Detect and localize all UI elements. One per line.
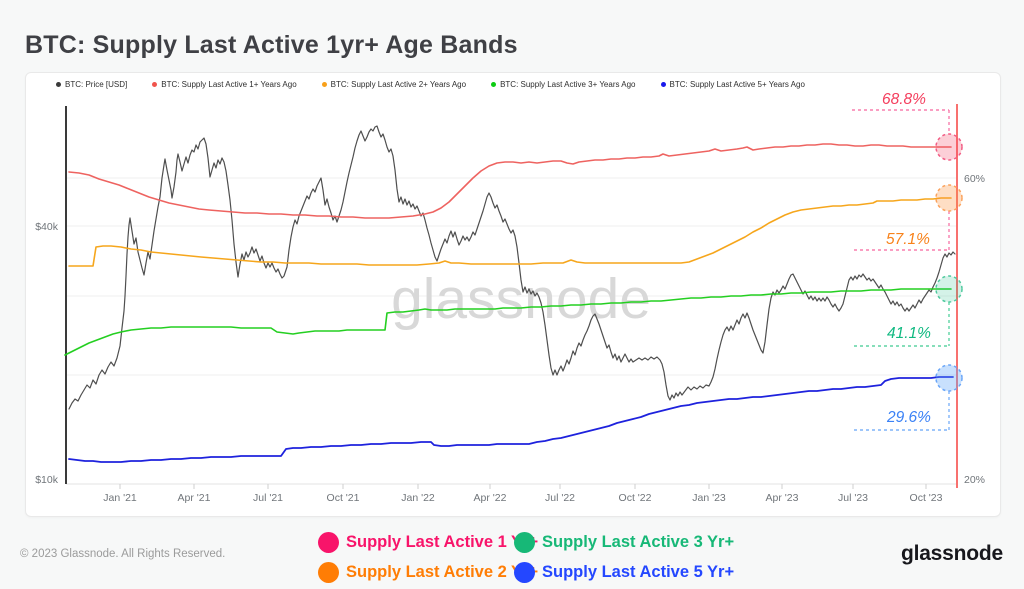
- x-tick-label: Oct '22: [619, 492, 652, 504]
- top-legend-item-3[interactable]: BTC: Supply Last Active 3+ Years Ago: [491, 80, 636, 89]
- x-tick-label: Apr '22: [474, 492, 507, 504]
- x-tick-label: Jul '22: [545, 492, 575, 504]
- x-tick-label: Jan '22: [401, 492, 435, 504]
- annotation-label-3: 29.6%: [886, 409, 931, 426]
- bottom-legend-item-0: Supply Last Active 1 Yr+: [318, 531, 538, 553]
- x-tick-label: Jul '21: [253, 492, 283, 504]
- legend-dot-icon: [152, 82, 158, 87]
- y-axis-label-left: $10k: [35, 474, 59, 486]
- glassnode-logo: glassnode: [900, 542, 1003, 565]
- legend-dot-icon: [491, 82, 497, 87]
- x-tick-label: Oct '23: [910, 492, 943, 504]
- legend-dot-icon: [56, 82, 61, 87]
- series-line-supply-2yr: [68, 197, 952, 267]
- page-title: BTC: Supply Last Active 1yr+ Age Bands: [25, 30, 518, 59]
- legend-label: Supply Last Active 3 Yr+: [542, 532, 735, 551]
- legend-label: Supply Last Active 2 Yr+: [346, 562, 539, 581]
- legend-label: BTC: Supply Last Active 2+ Years Ago: [330, 80, 467, 89]
- annotation-label-1: 57.1%: [886, 231, 930, 248]
- end-value-marker-0: [935, 133, 963, 161]
- legend-dot-icon: [318, 561, 339, 583]
- x-tick-label: Oct '21: [327, 492, 360, 504]
- legend-label: BTC: Price [USD]: [65, 80, 128, 89]
- x-tick-label: Apr '23: [766, 492, 799, 504]
- legend-dot-icon: [660, 82, 666, 87]
- legend-label: BTC: Supply Last Active 1+ Years Ago: [161, 80, 297, 89]
- bottom-legend: Supply Last Active 1 Yr+ Supply Last Acti…: [318, 527, 734, 587]
- annotation-label-2: 41.1%: [887, 325, 931, 342]
- legend-dot-icon: [321, 82, 327, 87]
- end-value-marker-1: [935, 184, 963, 212]
- series-line-supply-3yr: [64, 288, 952, 356]
- bottom-legend-item-2: Supply Last Active 2 Yr+: [318, 561, 538, 583]
- y-axis-label-right: 60%: [964, 173, 985, 185]
- legend-dot-icon: [318, 531, 339, 553]
- legend-dot-icon: [514, 531, 535, 553]
- bottom-legend-item-1: Supply Last Active 3 Yr+: [514, 531, 735, 553]
- legend-label: Supply Last Active 1 Yr+: [346, 532, 539, 551]
- annotation-label-0: 68.8%: [882, 91, 926, 108]
- legend-label: Supply Last Active 5 Yr+: [542, 562, 735, 581]
- y-axis-label-right: 20%: [964, 474, 985, 486]
- x-tick-label: Apr '21: [178, 492, 211, 504]
- x-tick-label: Jan '23: [692, 492, 726, 504]
- x-tick-label: Jul '23: [838, 492, 868, 504]
- top-legend-item-4[interactable]: BTC: Supply Last Active 5+ Years Ago: [660, 80, 805, 89]
- top-legend-item-1[interactable]: BTC: Supply Last Active 1+ Years Ago: [152, 80, 297, 89]
- legend-label: BTC: Supply Last Active 3+ Years Ago: [500, 80, 636, 89]
- bottom-legend-item-3: Supply Last Active 5 Yr+: [514, 561, 735, 583]
- top-legend-item-0[interactable]: BTC: Price [USD]: [56, 80, 127, 89]
- y-axis-label-left: $40k: [35, 221, 59, 233]
- series-line-supply-5yr: [68, 376, 954, 463]
- chart-card: glassnode Jan '21 Apr '21 Jul '21 Oct '21 Jan…: [25, 72, 1001, 517]
- end-value-marker-2: [935, 275, 963, 303]
- series-line-price-usd: [68, 125, 956, 410]
- end-value-marker-3: [935, 364, 963, 392]
- top-legend: BTC: Price [USD] BTC: Supply Last Active …: [56, 80, 805, 89]
- top-legend-item-2[interactable]: BTC: Supply Last Active 2+ Years Ago: [321, 80, 467, 89]
- legend-label: BTC: Supply Last Active 5+ Years Ago: [669, 80, 805, 89]
- series-line-supply-1yr: [68, 143, 952, 219]
- x-tick-label: Jan '21: [103, 492, 137, 504]
- legend-dot-icon: [514, 561, 535, 583]
- copyright-text: © 2023 Glassnode. All Rights Reserved.: [20, 548, 226, 560]
